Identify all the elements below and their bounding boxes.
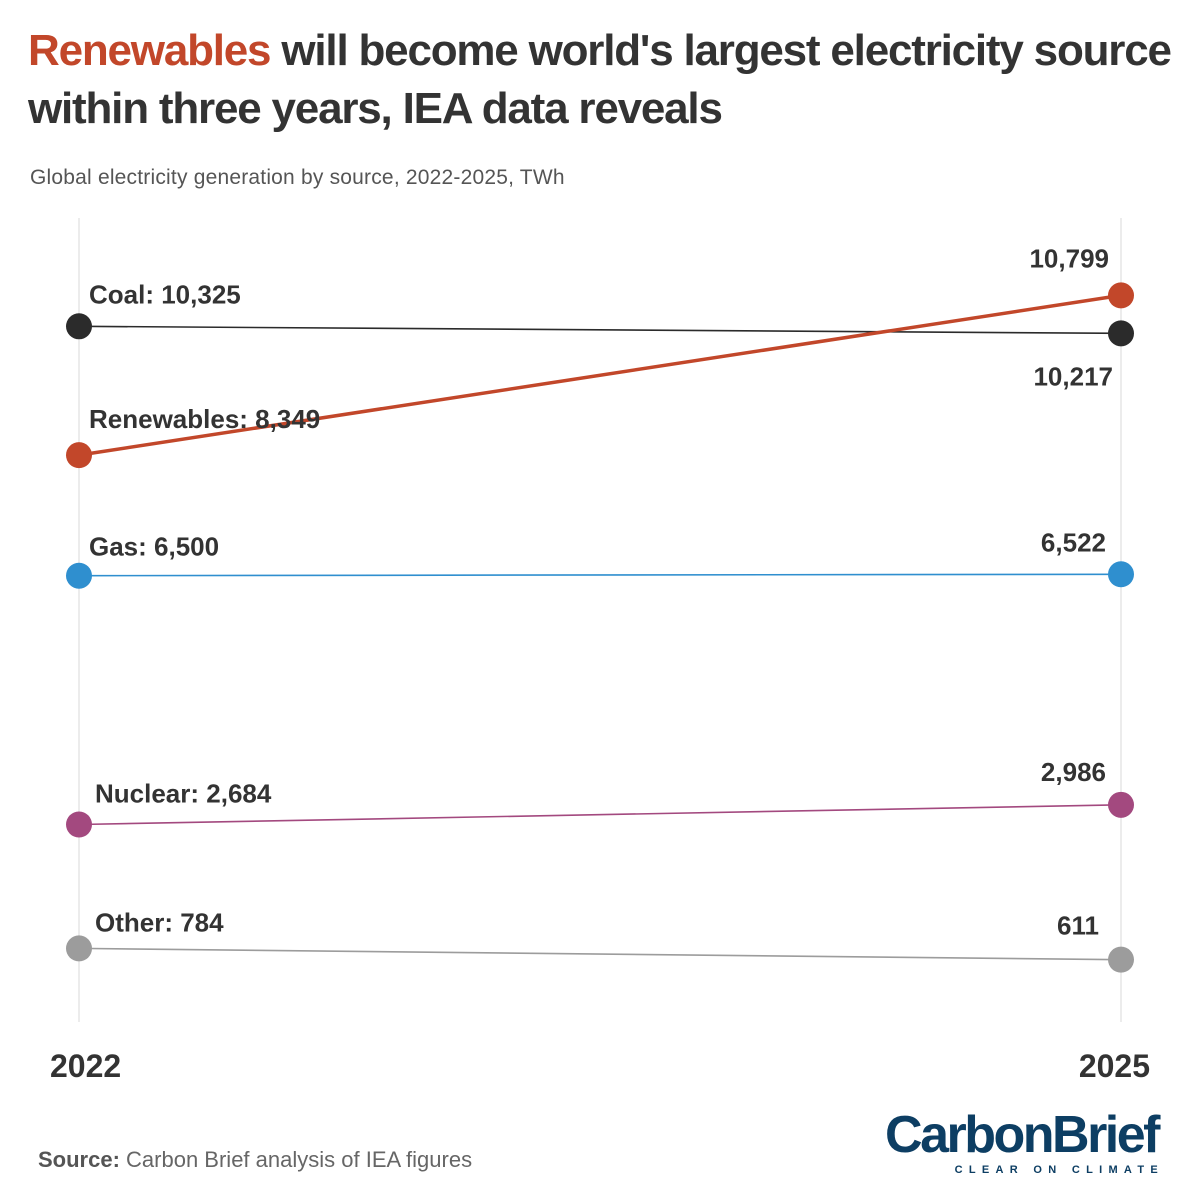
coal-label-2025: 10,217 <box>1033 361 1113 391</box>
gas-point-2022 <box>66 562 92 589</box>
coal-label-2022: Coal: 10,325 <box>89 279 241 309</box>
renewables-label-2022: Renewables: 8,349 <box>89 404 320 434</box>
other-label-2022: Other: 784 <box>95 907 224 937</box>
nuclear-point-2022 <box>66 811 92 838</box>
renewables-point-2025 <box>1108 282 1134 309</box>
renewables-point-2022 <box>66 442 92 469</box>
other-point-2022 <box>66 935 92 962</box>
other-label-2025: 611 <box>1057 911 1099 941</box>
x-tick-2025: 2025 <box>1079 1048 1150 1084</box>
chart-subtitle: Global electricity generation by source,… <box>30 166 565 189</box>
renewables-label-2025: 10,799 <box>1029 243 1109 273</box>
gas-label-2025: 6,522 <box>1041 527 1106 557</box>
coal-line <box>78 325 1122 335</box>
logo-tagline: CLEAR ON CLIMATE <box>954 1164 1164 1176</box>
line-chart: Coal: 10,325 10,217 Renewables: 8,349 10,79… <box>50 218 1150 1084</box>
source-text: Carbon Brief analysis of IEA figures <box>119 1147 473 1172</box>
other-point-2025 <box>1108 946 1134 973</box>
logo-wordmark: CarbonBrief <box>885 1106 1160 1164</box>
gas-point-2025 <box>1108 561 1134 588</box>
other-line <box>78 947 1122 961</box>
carbon-brief-logo: CarbonBrief CLEAR ON CLIMATE <box>885 1106 1160 1176</box>
coal-point-2022 <box>66 313 92 340</box>
source-label: Source: <box>38 1147 120 1172</box>
source-note: Source: Carbon Brief analysis of IEA fig… <box>38 1147 472 1173</box>
gas-label-2022: Gas: 6,500 <box>89 532 219 562</box>
x-tick-2022: 2022 <box>50 1048 121 1084</box>
title-rest: will become world's largest electricity … <box>28 26 1172 133</box>
title-highlight: Renewables <box>28 26 272 75</box>
chart-title: Renewables will become world's largest e… <box>28 22 1178 138</box>
coal-point-2025 <box>1108 320 1134 347</box>
nuclear-label-2025: 2,986 <box>1041 757 1106 787</box>
renewables-line <box>78 293 1122 457</box>
nuclear-point-2025 <box>1108 791 1134 818</box>
nuclear-label-2022: Nuclear: 2,684 <box>95 779 272 809</box>
gas-line <box>78 573 1122 577</box>
nuclear-line <box>78 804 1122 826</box>
